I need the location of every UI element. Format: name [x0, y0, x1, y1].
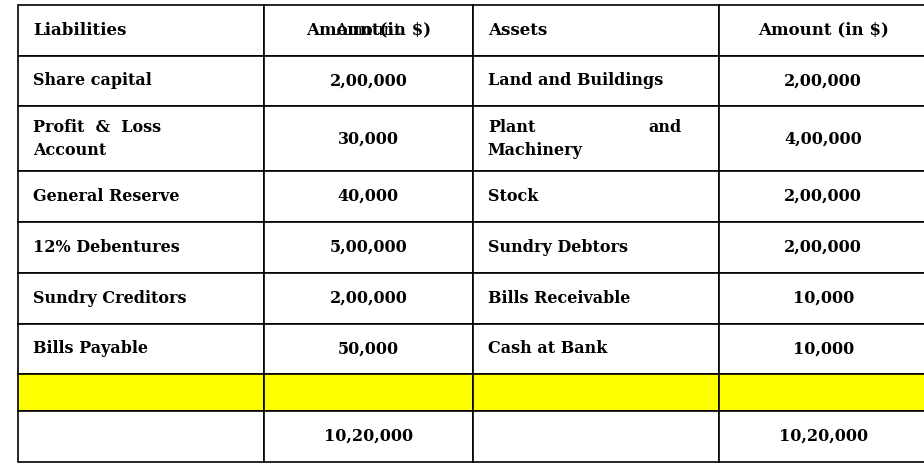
Bar [264, 56, 473, 106]
Bar [264, 273, 473, 324]
Bar [719, 171, 924, 222]
Text: Bills Receivable: Bills Receivable [488, 289, 630, 307]
Bar [719, 411, 924, 462]
Bar [18, 273, 264, 324]
Bar [473, 324, 719, 374]
Bar [264, 222, 473, 273]
Text: 12% Debentures: 12% Debentures [33, 239, 179, 256]
Text: 2,00,000: 2,00,000 [330, 289, 407, 307]
Text: 2,00,000: 2,00,000 [784, 239, 862, 256]
Bar [719, 5, 924, 56]
Text: Sundry Debtors: Sundry Debtors [488, 239, 627, 256]
Bar [473, 273, 719, 324]
Text: Profit  &  Loss: Profit & Loss [33, 119, 161, 136]
Text: 10,20,000: 10,20,000 [779, 428, 868, 445]
Bar [473, 222, 719, 273]
Bar [264, 324, 473, 374]
Text: Stock: Stock [488, 188, 538, 205]
Bar [473, 171, 719, 222]
Text: 2,00,000: 2,00,000 [330, 72, 407, 89]
Bar [473, 106, 719, 171]
Text: Amount: Amount [335, 21, 401, 39]
Text: 50,000: 50,000 [338, 340, 399, 357]
Text: and: and [649, 119, 682, 136]
Text: Amount(in $): Amount(in $) [306, 21, 431, 39]
Text: Sundry Creditors: Sundry Creditors [33, 289, 187, 307]
Bar [264, 374, 473, 411]
Bar [264, 106, 473, 171]
Text: 10,20,000: 10,20,000 [323, 428, 413, 445]
Bar [719, 56, 924, 106]
Bar [18, 5, 264, 56]
Bar [719, 222, 924, 273]
Bar [18, 324, 264, 374]
Text: 10,000: 10,000 [793, 289, 854, 307]
Text: Amount (in $): Amount (in $) [758, 21, 889, 39]
Text: 40,000: 40,000 [338, 188, 399, 205]
Text: 5,00,000: 5,00,000 [330, 239, 407, 256]
Text: 2,00,000: 2,00,000 [784, 72, 862, 89]
Text: Machinery: Machinery [488, 142, 583, 159]
Bar [473, 56, 719, 106]
Text: General Reserve: General Reserve [33, 188, 179, 205]
Text: Assets: Assets [488, 21, 547, 39]
Bar [473, 374, 719, 411]
Bar [18, 106, 264, 171]
Text: Bills Payable: Bills Payable [33, 340, 148, 357]
Bar [18, 171, 264, 222]
Bar [18, 411, 264, 462]
Bar [264, 411, 473, 462]
Bar [719, 273, 924, 324]
Bar [18, 56, 264, 106]
Bar [719, 106, 924, 171]
Bar [264, 171, 473, 222]
Text: 2,00,000: 2,00,000 [784, 188, 862, 205]
Text: 30,000: 30,000 [338, 130, 399, 147]
Bar [473, 5, 719, 56]
Bar [18, 222, 264, 273]
Bar [719, 324, 924, 374]
Text: 4,00,000: 4,00,000 [784, 130, 862, 147]
Text: Land and Buildings: Land and Buildings [488, 72, 663, 89]
Bar [264, 5, 473, 56]
Text: Cash at Bank: Cash at Bank [488, 340, 607, 357]
Text: Liabilities: Liabilities [33, 21, 127, 39]
Text: Account: Account [33, 142, 106, 159]
Bar [473, 411, 719, 462]
Bar [719, 374, 924, 411]
Text: 10,000: 10,000 [793, 340, 854, 357]
Text: Plant: Plant [488, 119, 535, 136]
Text: Share capital: Share capital [33, 72, 152, 89]
Bar [18, 374, 264, 411]
